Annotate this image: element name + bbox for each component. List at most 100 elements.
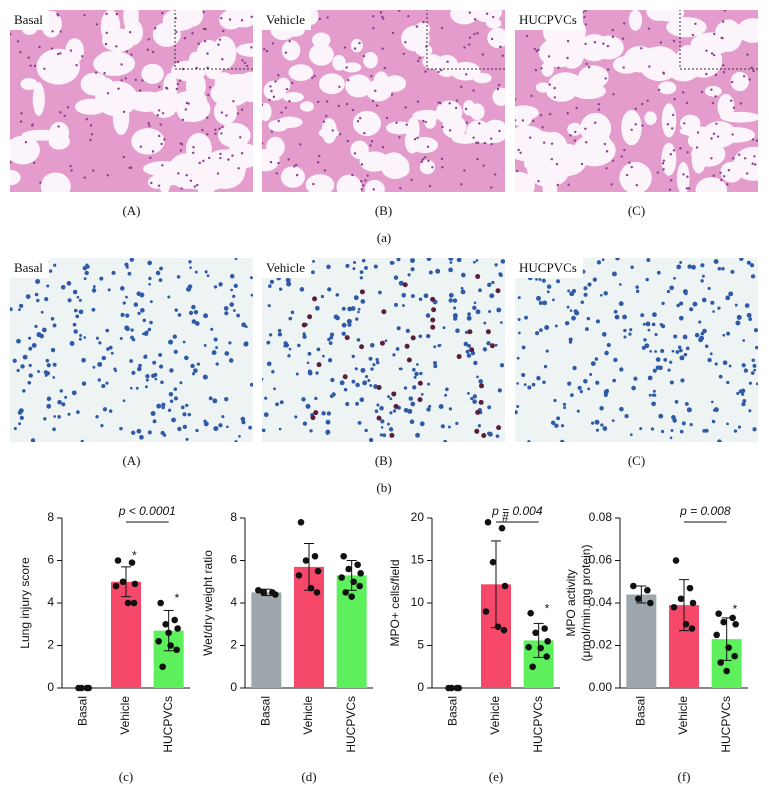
alveolus (280, 166, 305, 188)
data-point (541, 625, 548, 632)
micrograph (515, 10, 758, 192)
nucleus (149, 156, 152, 159)
nucleus (750, 274, 756, 279)
nucleus (407, 15, 410, 18)
nucleus (203, 419, 207, 423)
nucleus (358, 41, 361, 45)
nucleus (419, 371, 423, 376)
data-point (302, 557, 310, 564)
nucleus (122, 301, 126, 305)
nucleus (130, 328, 134, 332)
nucleus (736, 391, 740, 395)
nucleus (486, 341, 491, 346)
nucleus (448, 407, 453, 411)
nucleus (722, 360, 728, 366)
nucleus (444, 393, 448, 397)
nucleus (224, 397, 229, 402)
nucleus (122, 399, 126, 403)
nucleus (654, 350, 657, 353)
nucleus (187, 102, 190, 105)
nucleus (562, 402, 567, 406)
alveolus (422, 54, 443, 70)
nucleus (207, 93, 210, 97)
nucleus (753, 328, 758, 333)
nucleus (606, 44, 610, 48)
nucleus (364, 265, 368, 270)
nucleus (198, 161, 201, 165)
nucleus (240, 19, 244, 22)
nucleus (277, 332, 283, 337)
nucleus (194, 321, 200, 326)
nucleus (556, 183, 559, 187)
nucleus (560, 439, 565, 442)
nucleus (449, 261, 453, 264)
alveolus (580, 112, 612, 144)
nucleus (661, 301, 665, 306)
nucleus (73, 308, 78, 313)
alveolus (49, 121, 70, 144)
nucleus (728, 291, 734, 297)
nucleus (20, 364, 25, 369)
nucleus (545, 349, 549, 353)
nucleus (206, 133, 209, 136)
nucleus (656, 270, 661, 275)
nucleus (286, 281, 292, 287)
nucleus (676, 264, 682, 270)
nucleus (648, 393, 652, 397)
nucleus (347, 322, 352, 327)
nucleus (533, 47, 536, 51)
nucleus (13, 427, 17, 431)
nucleus (262, 103, 264, 107)
nucleus (125, 313, 130, 318)
nucleus (410, 267, 415, 272)
y-tick-label: 0.02 (589, 638, 613, 652)
data-point (717, 659, 724, 666)
nucleus (585, 62, 588, 66)
nucleus (278, 287, 283, 291)
nucleus (125, 50, 129, 53)
nucleus (492, 15, 495, 19)
data-point (723, 667, 730, 675)
nucleus (671, 113, 675, 117)
nucleus (331, 129, 334, 132)
nucleus (711, 101, 715, 105)
nucleus (742, 399, 747, 403)
x-tick-label: Vehicle (301, 696, 315, 735)
nucleus (362, 184, 365, 187)
nucleus (441, 166, 444, 169)
nucleus (422, 119, 425, 123)
nucleus (232, 99, 235, 103)
nucleus (748, 78, 751, 81)
y-axis-label: MPO activity (564, 569, 578, 636)
nucleus (428, 270, 433, 275)
y-tick-label: 8 (230, 510, 237, 524)
data-point (529, 663, 536, 671)
nucleus (419, 421, 425, 427)
nucleus (250, 293, 253, 297)
nucleus (460, 85, 463, 89)
nucleus (80, 439, 84, 442)
nucleus (28, 363, 32, 368)
nucleus (713, 32, 716, 36)
nucleus (48, 269, 53, 273)
nucleus (750, 371, 755, 375)
nucleus (546, 290, 550, 294)
nucleus (371, 15, 375, 18)
nucleus (138, 363, 142, 368)
nucleus (168, 391, 174, 397)
nucleus (41, 327, 47, 333)
alveolus (167, 153, 207, 189)
nucleus (176, 275, 181, 279)
nucleus (294, 415, 298, 419)
nucleus (515, 410, 518, 415)
nucleus (381, 15, 384, 19)
nucleus (418, 56, 421, 60)
data-point (489, 558, 497, 566)
nucleus (440, 157, 444, 161)
nucleus (710, 400, 714, 404)
nucleus (623, 335, 627, 339)
nucleus (146, 48, 149, 51)
nucleus (359, 270, 364, 275)
nucleus (475, 309, 481, 315)
nucleus (754, 163, 757, 166)
